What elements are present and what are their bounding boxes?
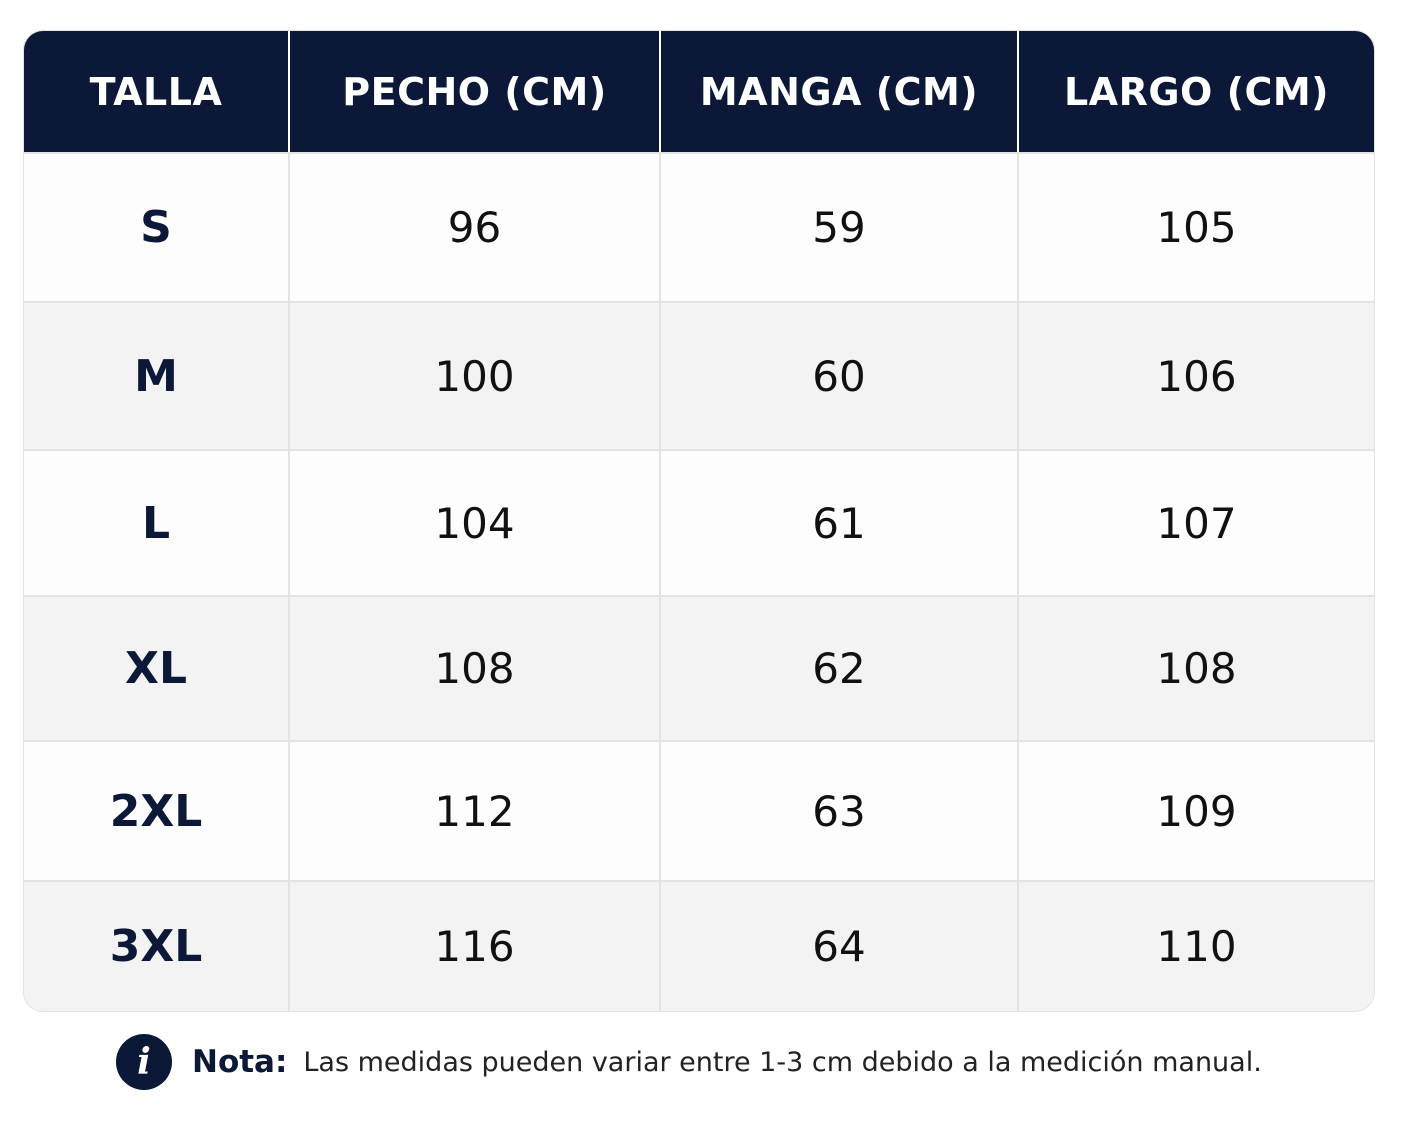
header-talla: TALLA <box>24 31 288 152</box>
chest-cell: 108 <box>288 595 659 740</box>
size-chart-grid: TALLA PECHO (CM) MANGA (CM) LARGO (CM) S… <box>24 31 1374 1011</box>
length-cell: 109 <box>1017 740 1374 880</box>
header-pecho: PECHO (CM) <box>288 31 659 152</box>
note-label: Nota: <box>192 1044 288 1080</box>
length-cell: 107 <box>1017 449 1374 595</box>
size-cell: XL <box>24 595 288 740</box>
size-chart-table: TALLA PECHO (CM) MANGA (CM) LARGO (CM) S… <box>23 30 1375 1012</box>
length-cell: 106 <box>1017 301 1374 449</box>
size-cell: M <box>24 301 288 449</box>
sleeve-cell: 62 <box>659 595 1017 740</box>
length-cell: 105 <box>1017 152 1374 301</box>
header-manga: MANGA (CM) <box>659 31 1017 152</box>
note-text: Las medidas pueden variar entre 1-3 cm d… <box>303 1046 1262 1078</box>
size-cell: 3XL <box>24 880 288 1011</box>
chest-cell: 116 <box>288 880 659 1011</box>
chest-cell: 96 <box>288 152 659 301</box>
sleeve-cell: 61 <box>659 449 1017 595</box>
info-icon: i <box>116 1034 172 1090</box>
size-cell: 2XL <box>24 740 288 880</box>
size-cell: L <box>24 449 288 595</box>
sleeve-cell: 64 <box>659 880 1017 1011</box>
length-cell: 108 <box>1017 595 1374 740</box>
sleeve-cell: 59 <box>659 152 1017 301</box>
sleeve-cell: 63 <box>659 740 1017 880</box>
measurement-note: i Nota: Las medidas pueden variar entre … <box>116 1034 1262 1090</box>
chest-cell: 112 <box>288 740 659 880</box>
chest-cell: 104 <box>288 449 659 595</box>
length-cell: 110 <box>1017 880 1374 1011</box>
chest-cell: 100 <box>288 301 659 449</box>
size-cell: S <box>24 152 288 301</box>
header-largo: LARGO (CM) <box>1017 31 1374 152</box>
sleeve-cell: 60 <box>659 301 1017 449</box>
